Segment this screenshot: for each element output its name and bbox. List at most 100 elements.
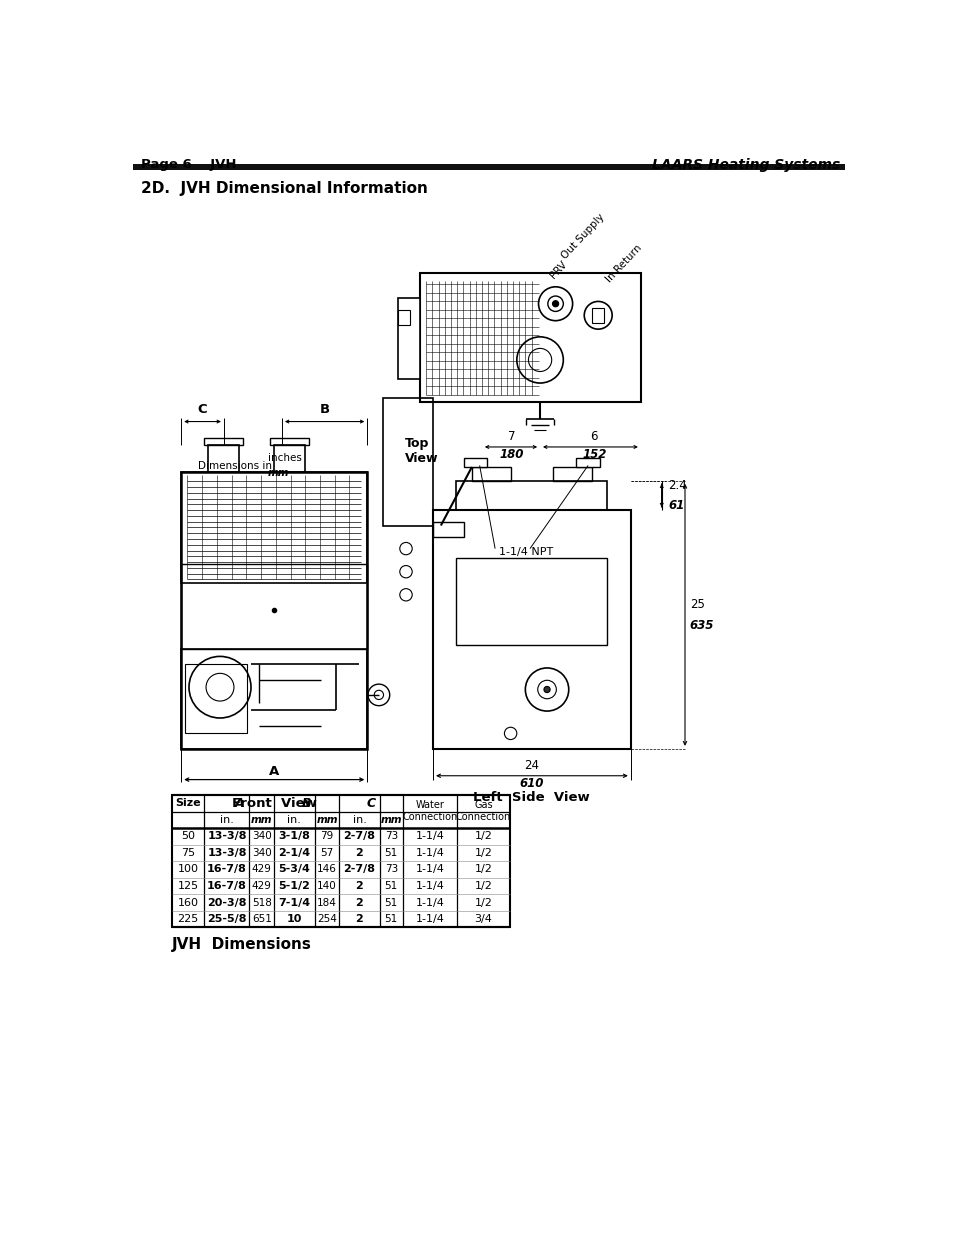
Text: Dimensions in: Dimensions in xyxy=(198,461,272,472)
Text: 5-3/4: 5-3/4 xyxy=(278,864,310,874)
Text: 13-3/8: 13-3/8 xyxy=(207,848,247,858)
Text: A: A xyxy=(269,764,279,778)
Text: Size: Size xyxy=(175,798,201,808)
Text: 180: 180 xyxy=(498,448,523,462)
Text: B: B xyxy=(319,403,330,416)
Bar xyxy=(382,399,433,526)
Bar xyxy=(208,445,239,472)
Text: 1-1/4 NPT: 1-1/4 NPT xyxy=(498,547,553,557)
Bar xyxy=(181,472,367,748)
Text: 2-7/8: 2-7/8 xyxy=(343,831,375,841)
Bar xyxy=(472,467,510,480)
Circle shape xyxy=(552,300,558,306)
Bar xyxy=(204,438,243,445)
Bar xyxy=(181,648,367,748)
Bar xyxy=(419,273,640,403)
Text: 1/2: 1/2 xyxy=(474,898,492,908)
Text: 254: 254 xyxy=(316,914,336,924)
Text: 25-5/8: 25-5/8 xyxy=(207,914,247,924)
Text: LAARS Heating Systems: LAARS Heating Systems xyxy=(651,158,840,172)
Text: 340: 340 xyxy=(252,848,272,858)
Text: 2-1/4: 2-1/4 xyxy=(278,848,310,858)
Bar xyxy=(185,664,247,734)
Bar xyxy=(181,564,367,648)
Text: Out Supply: Out Supply xyxy=(558,212,605,262)
Text: 518: 518 xyxy=(252,898,272,908)
Text: 61: 61 xyxy=(667,499,683,511)
Text: 25: 25 xyxy=(689,598,703,611)
Text: 125: 125 xyxy=(177,881,198,892)
Text: 100: 100 xyxy=(177,864,198,874)
Text: 13-3/8: 13-3/8 xyxy=(207,831,247,841)
Bar xyxy=(133,163,843,169)
Text: 73: 73 xyxy=(384,831,397,841)
Bar xyxy=(456,558,607,645)
Text: 340: 340 xyxy=(252,831,272,841)
Text: 51: 51 xyxy=(384,898,397,908)
Text: 225: 225 xyxy=(177,914,198,924)
Text: 2-7/8: 2-7/8 xyxy=(343,864,375,874)
Text: 184: 184 xyxy=(316,898,336,908)
Bar xyxy=(181,472,367,583)
Bar xyxy=(433,521,464,537)
Text: 51: 51 xyxy=(384,848,397,858)
Text: Page 6    JVH: Page 6 JVH xyxy=(141,158,236,172)
Text: JVH  Dimensions: JVH Dimensions xyxy=(172,936,312,952)
Text: 51: 51 xyxy=(384,914,397,924)
Text: mm: mm xyxy=(268,468,290,478)
Text: A: A xyxy=(234,797,244,810)
Text: 152: 152 xyxy=(581,448,606,462)
Text: In Return: In Return xyxy=(604,243,643,284)
Text: 1/2: 1/2 xyxy=(474,881,492,892)
Text: 75: 75 xyxy=(181,848,195,858)
Text: 1-1/4: 1-1/4 xyxy=(416,881,444,892)
Bar xyxy=(274,445,305,472)
Text: 57: 57 xyxy=(320,848,334,858)
Text: 1-1/4: 1-1/4 xyxy=(416,898,444,908)
Text: B: B xyxy=(302,797,312,810)
Bar xyxy=(397,310,410,325)
Text: 51: 51 xyxy=(384,881,397,892)
Text: 146: 146 xyxy=(316,864,336,874)
Text: 1/2: 1/2 xyxy=(474,831,492,841)
Text: 2: 2 xyxy=(355,881,363,892)
Text: 50: 50 xyxy=(181,831,195,841)
Text: 20-3/8: 20-3/8 xyxy=(207,898,247,908)
Text: 2: 2 xyxy=(355,848,363,858)
Text: 16-7/8: 16-7/8 xyxy=(207,864,247,874)
Text: 2D.  JVH Dimensional Information: 2D. JVH Dimensional Information xyxy=(141,182,427,196)
Text: 429: 429 xyxy=(252,864,272,874)
Text: 5-1/2: 5-1/2 xyxy=(278,881,310,892)
Text: 1/2: 1/2 xyxy=(474,864,492,874)
Bar xyxy=(576,458,599,467)
Bar xyxy=(433,510,630,748)
Text: 429: 429 xyxy=(252,881,272,892)
Text: mm: mm xyxy=(315,815,337,825)
Text: 24: 24 xyxy=(523,758,538,772)
Text: C: C xyxy=(366,797,375,810)
Text: 73: 73 xyxy=(384,864,397,874)
Text: in.: in. xyxy=(353,815,366,825)
Text: 651: 651 xyxy=(252,914,272,924)
Text: Top
View: Top View xyxy=(404,437,437,464)
Bar xyxy=(172,795,509,927)
Bar xyxy=(592,308,604,324)
Text: 7: 7 xyxy=(507,430,515,443)
Text: Gas
Connection: Gas Connection xyxy=(456,800,511,821)
Text: Water
Connection: Water Connection xyxy=(402,800,457,821)
Text: PRV: PRV xyxy=(547,259,568,280)
Text: 140: 140 xyxy=(316,881,336,892)
Text: 16-7/8: 16-7/8 xyxy=(207,881,247,892)
Bar xyxy=(456,480,607,510)
Text: 2.4: 2.4 xyxy=(667,479,686,493)
Bar xyxy=(464,458,487,467)
Text: inches: inches xyxy=(268,453,301,463)
Text: 1-1/4: 1-1/4 xyxy=(416,914,444,924)
Text: in.: in. xyxy=(220,815,233,825)
Text: mm: mm xyxy=(251,815,273,825)
Text: 1-1/4: 1-1/4 xyxy=(416,831,444,841)
Text: 3-1/8: 3-1/8 xyxy=(278,831,310,841)
Text: 3/4: 3/4 xyxy=(474,914,492,924)
Bar xyxy=(553,467,592,480)
Text: 1-1/4: 1-1/4 xyxy=(416,864,444,874)
